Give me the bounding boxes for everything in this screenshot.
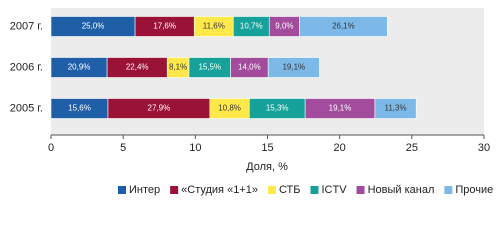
legend-swatch — [356, 186, 365, 194]
legend-swatch — [118, 186, 126, 194]
legend-swatch — [310, 186, 319, 194]
value-label: 11,6% — [203, 22, 225, 31]
legend-label: СТБ — [279, 184, 301, 196]
page: {"chart_data": {"type": "stacked-barh", … — [9, 8, 494, 196]
value-label: 10,7% — [240, 22, 263, 31]
y-tick-label: 2006 г. — [10, 61, 43, 73]
legend-label: Интер — [129, 184, 160, 196]
x-tick-label: 0 — [48, 142, 54, 154]
value-label: 11,3% — [384, 104, 406, 113]
value-label: 15,6% — [68, 104, 91, 113]
x-axis-label: Доля, % — [246, 161, 288, 173]
value-label: 20,9% — [68, 63, 91, 72]
value-label: 8,1% — [169, 63, 187, 72]
x-tick-label: 5 — [120, 142, 126, 154]
legend-swatch — [267, 186, 276, 194]
value-label: 22,4% — [126, 63, 149, 72]
bar-segment — [267, 57, 320, 78]
bar-segment — [299, 16, 388, 37]
value-label: 25,0% — [82, 22, 105, 31]
value-label: 17,6% — [153, 22, 176, 31]
legend-label: «Студия «1+1» — [181, 184, 258, 196]
legend-label: Прочие — [455, 184, 493, 196]
value-label: 9,0% — [275, 22, 293, 31]
legend-label: ICTV — [322, 184, 348, 196]
value-label: 27,9% — [148, 104, 171, 113]
value-label: 14,0% — [238, 63, 261, 72]
y-tick-label: 2005 г. — [10, 102, 43, 114]
y-tick-label: 2007 г. — [10, 20, 43, 32]
x-tick-label: 15 — [261, 142, 273, 154]
value-label: 19,1% — [329, 104, 352, 113]
x-tick-label: 10 — [189, 142, 201, 154]
chart: Доля, % 0 5 10 15 20 25 30 2007 г. 25,0% 17,6% 11,… — [10, 8, 493, 196]
x-tick-label: 30 — [478, 142, 490, 154]
legend-swatch — [170, 186, 179, 194]
value-label: 15,3% — [266, 104, 289, 113]
x-tick-label: 25 — [406, 142, 418, 154]
legend-label: Новый канал — [368, 184, 435, 196]
x-tick-label: 20 — [334, 142, 346, 154]
value-label: 15,5% — [198, 63, 221, 72]
value-label: 26,1% — [332, 22, 355, 31]
legend-swatch — [444, 186, 453, 194]
value-label: 10,8% — [218, 104, 241, 113]
bar-segment — [374, 98, 417, 119]
value-label: 19,1% — [282, 63, 305, 72]
